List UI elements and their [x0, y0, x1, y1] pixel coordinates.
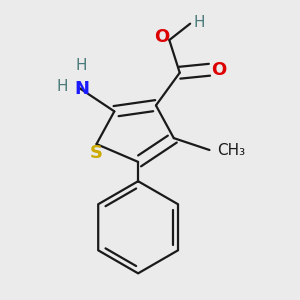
Text: O: O	[211, 61, 226, 79]
Text: CH₃: CH₃	[217, 142, 245, 158]
Text: H: H	[193, 15, 205, 30]
Text: H: H	[76, 58, 87, 73]
Text: H: H	[57, 79, 68, 94]
Text: O: O	[154, 28, 170, 46]
Text: S: S	[90, 144, 103, 162]
Text: N: N	[74, 80, 89, 98]
